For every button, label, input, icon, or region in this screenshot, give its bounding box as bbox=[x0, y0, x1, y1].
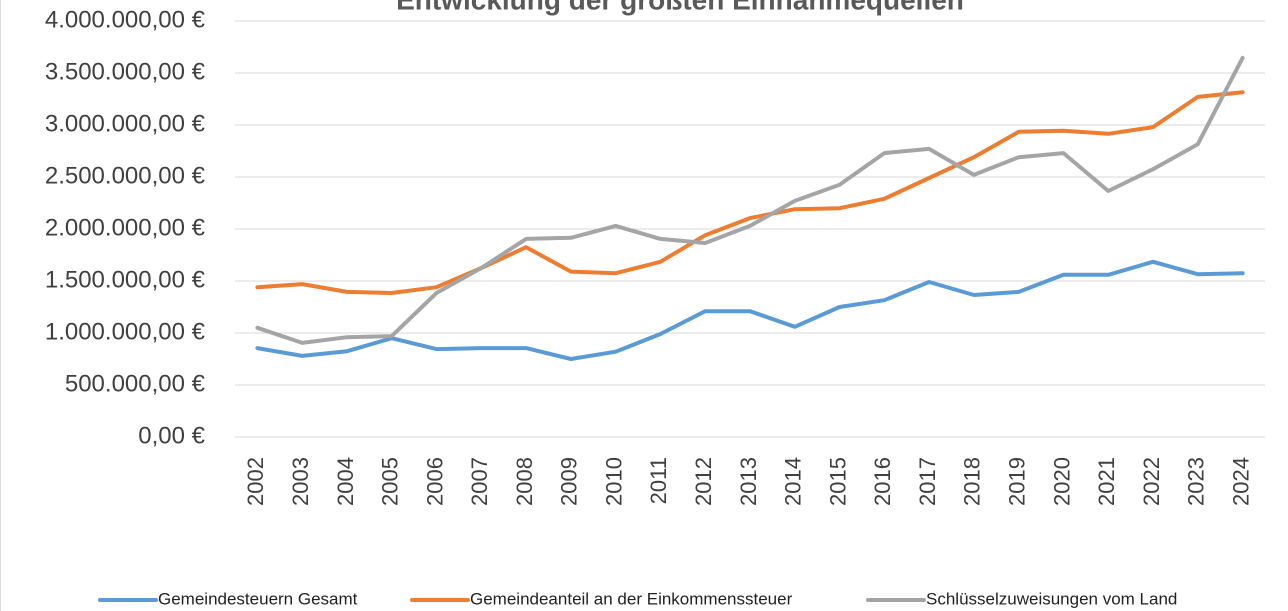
y-tick-label: 2.000.000,00 € bbox=[45, 214, 206, 241]
legend-label: Schlüsselzuweisungen vom Land bbox=[926, 589, 1177, 608]
x-tick-label: 2008 bbox=[512, 457, 537, 506]
x-tick-label: 2019 bbox=[1005, 457, 1030, 506]
y-tick-label: 1.500.000,00 € bbox=[45, 266, 206, 293]
x-tick-label: 2017 bbox=[915, 457, 940, 506]
x-tick-label: 2006 bbox=[422, 457, 447, 506]
y-tick-label: 4.000.000,00 € bbox=[45, 6, 206, 33]
x-tick-label: 2013 bbox=[736, 457, 761, 506]
x-tick-label: 2007 bbox=[467, 457, 492, 506]
y-tick-label: 2.500.000,00 € bbox=[45, 162, 206, 189]
x-tick-label: 2015 bbox=[825, 457, 850, 506]
x-tick-label: 2018 bbox=[960, 457, 985, 506]
x-tick-label: 2023 bbox=[1184, 457, 1209, 506]
chart-title: Entwicklung der größten Einnahmequellen bbox=[396, 0, 964, 15]
series-line bbox=[255, 55, 1245, 345]
x-tick-label: 2003 bbox=[288, 457, 313, 506]
legend-label: Gemeindesteuern Gesamt bbox=[158, 589, 358, 608]
y-tick-label: 500.000,00 € bbox=[65, 370, 206, 397]
x-tick-label: 2012 bbox=[691, 457, 716, 506]
y-tick-label: 1.000.000,00 € bbox=[45, 318, 206, 345]
y-tick-label: 3.000.000,00 € bbox=[45, 110, 206, 137]
x-tick-label: 2009 bbox=[557, 457, 582, 506]
x-tick-label: 2024 bbox=[1228, 457, 1253, 506]
x-tick-label: 2016 bbox=[870, 457, 895, 506]
legend-label: Gemeindeanteil an der Einkommenssteuer bbox=[470, 589, 793, 608]
series-line bbox=[255, 90, 1245, 295]
x-tick-label: 2011 bbox=[646, 457, 671, 504]
x-tick-label: 2004 bbox=[333, 457, 358, 506]
x-tick-label: 2002 bbox=[243, 457, 268, 506]
series-line bbox=[255, 259, 1245, 361]
x-tick-label: 2005 bbox=[378, 457, 403, 506]
y-tick-label: 3.500.000,00 € bbox=[45, 58, 206, 85]
y-tick-label: 0,00 € bbox=[138, 422, 205, 449]
x-tick-label: 2022 bbox=[1139, 457, 1164, 506]
x-tick-label: 2014 bbox=[781, 457, 806, 506]
x-tick-label: 2010 bbox=[601, 457, 626, 506]
x-tick-label: 2020 bbox=[1049, 457, 1074, 506]
x-tick-label: 2021 bbox=[1094, 457, 1119, 506]
